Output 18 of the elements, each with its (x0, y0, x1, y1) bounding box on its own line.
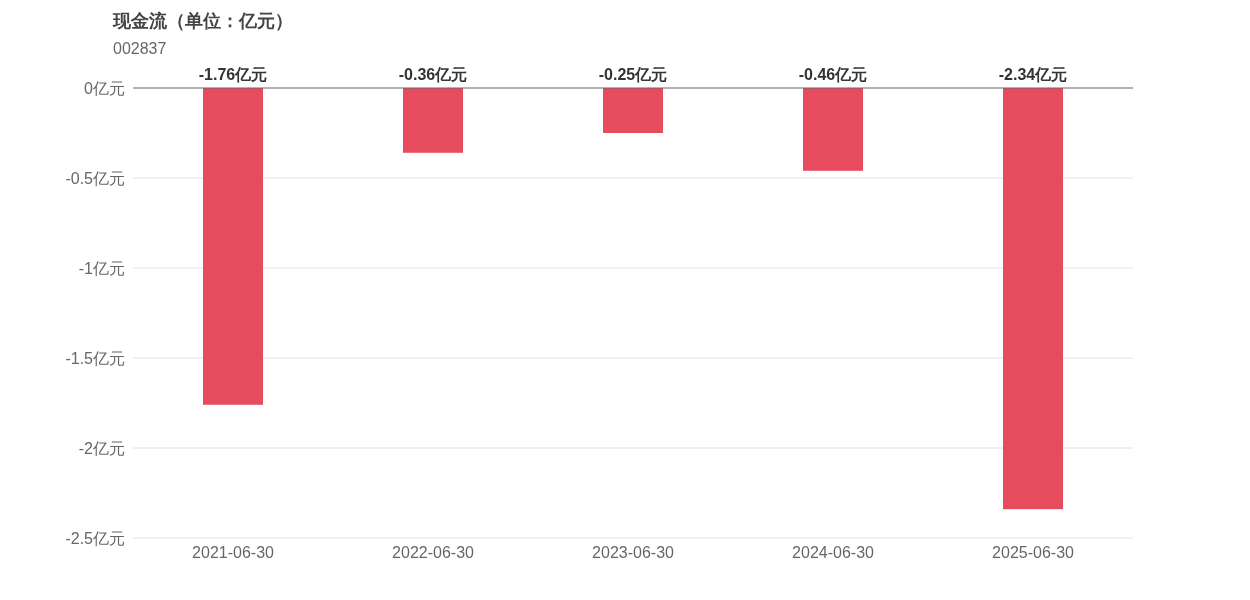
x-tick-label: 2021-06-30 (192, 544, 275, 561)
y-tick-label: -2.5亿元 (65, 529, 125, 547)
x-tick-label: 2023-06-30 (592, 544, 675, 561)
x-tick-label: 2022-06-30 (392, 544, 475, 561)
data-label: -0.36亿元 (398, 66, 468, 83)
y-tick-label: -0.5亿元 (65, 169, 125, 187)
x-tick-label: 2024-06-30 (792, 544, 875, 561)
chart-title: 现金流（单位：亿元） (112, 11, 293, 31)
y-tick-label: -1亿元 (78, 259, 125, 277)
x-tick-label: 2025-06-30 (992, 544, 1075, 561)
data-label: -1.76亿元 (198, 66, 268, 83)
data-label: -0.25亿元 (598, 66, 668, 83)
data-label: -0.46亿元 (798, 66, 868, 83)
y-tick-label: 0亿元 (84, 79, 125, 97)
data-label: -2.34亿元 (998, 66, 1068, 83)
chart-subtitle: 002837 (113, 40, 167, 57)
y-tick-label: -1.5亿元 (65, 349, 125, 367)
y-tick-label: -2亿元 (78, 439, 125, 457)
